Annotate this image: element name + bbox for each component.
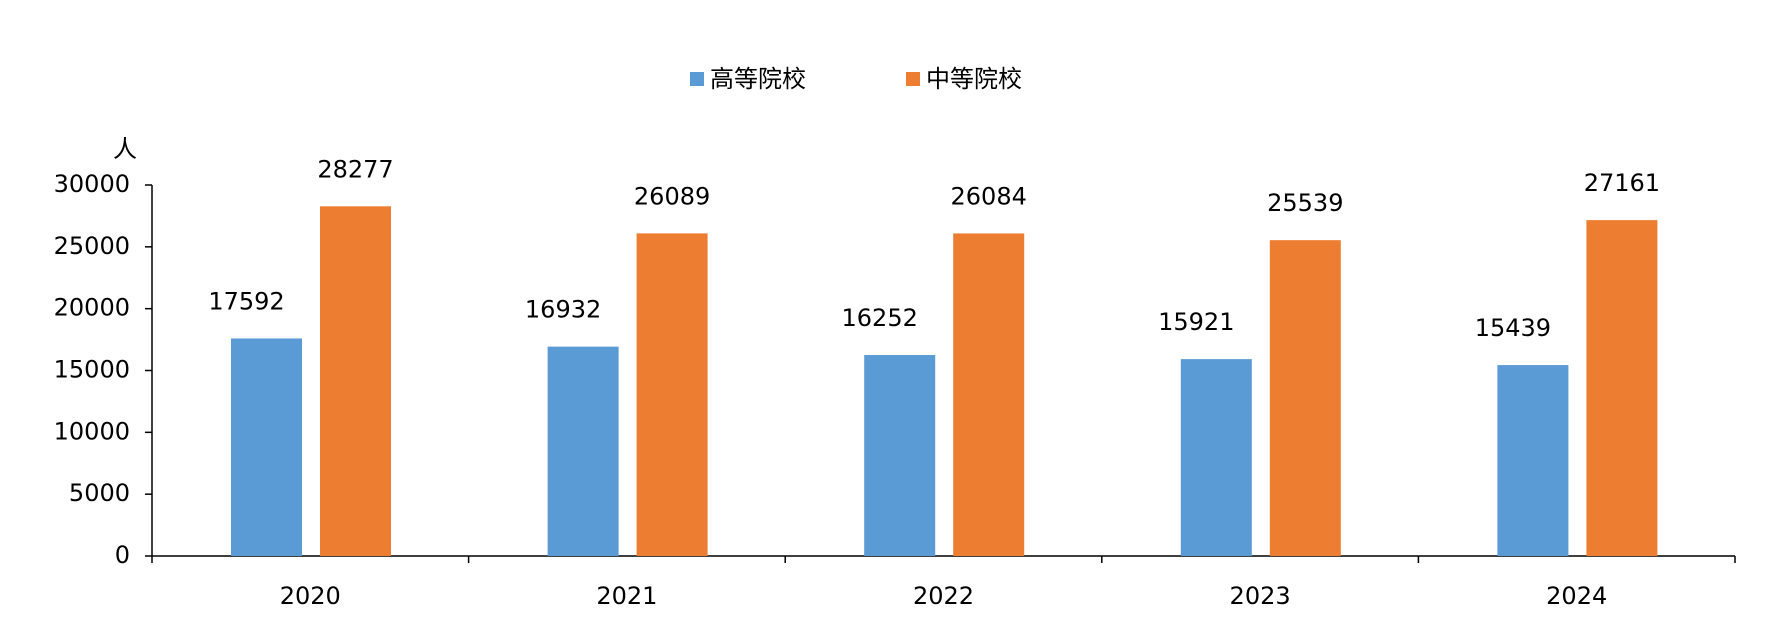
bar — [547, 346, 619, 556]
x-tick-label: 2020 — [280, 582, 341, 610]
y-tick-label: 5000 — [69, 479, 130, 507]
legend-label: 高等院校 — [710, 65, 806, 93]
value-label: 15439 — [1475, 314, 1551, 342]
bar — [320, 206, 391, 556]
value-label: 25539 — [1267, 189, 1343, 217]
bar — [953, 233, 1025, 557]
value-label: 15921 — [1158, 308, 1234, 336]
bar — [1586, 220, 1658, 557]
value-label: 16932 — [525, 296, 601, 324]
bar — [864, 355, 936, 556]
value-label: 17592 — [208, 287, 284, 315]
x-tick-label: 2022 — [913, 582, 974, 610]
legend-label: 中等院校 — [926, 65, 1022, 93]
y-tick-label: 0 — [115, 541, 130, 569]
value-label: 27161 — [1584, 169, 1660, 197]
value-label: 26084 — [951, 182, 1027, 210]
x-tick-label: 2023 — [1230, 582, 1291, 610]
x-tick-label: 2021 — [596, 582, 657, 610]
y-axis-unit: 人 — [113, 135, 137, 163]
legend-swatch — [906, 72, 920, 86]
value-label: 26089 — [634, 182, 710, 210]
bar — [1497, 365, 1569, 556]
value-label: 16252 — [842, 304, 918, 332]
bar — [1269, 240, 1341, 556]
y-tick-label: 10000 — [54, 417, 130, 445]
y-tick-label: 15000 — [54, 356, 130, 384]
y-tick-label: 25000 — [54, 232, 130, 260]
value-label: 28277 — [317, 155, 393, 183]
legend-swatch — [690, 72, 704, 86]
x-tick-label: 2024 — [1546, 582, 1607, 610]
y-tick-label: 30000 — [54, 170, 130, 198]
y-tick-label: 20000 — [54, 294, 130, 322]
bar — [231, 338, 302, 556]
bar — [1180, 359, 1252, 556]
bar — [636, 233, 708, 556]
